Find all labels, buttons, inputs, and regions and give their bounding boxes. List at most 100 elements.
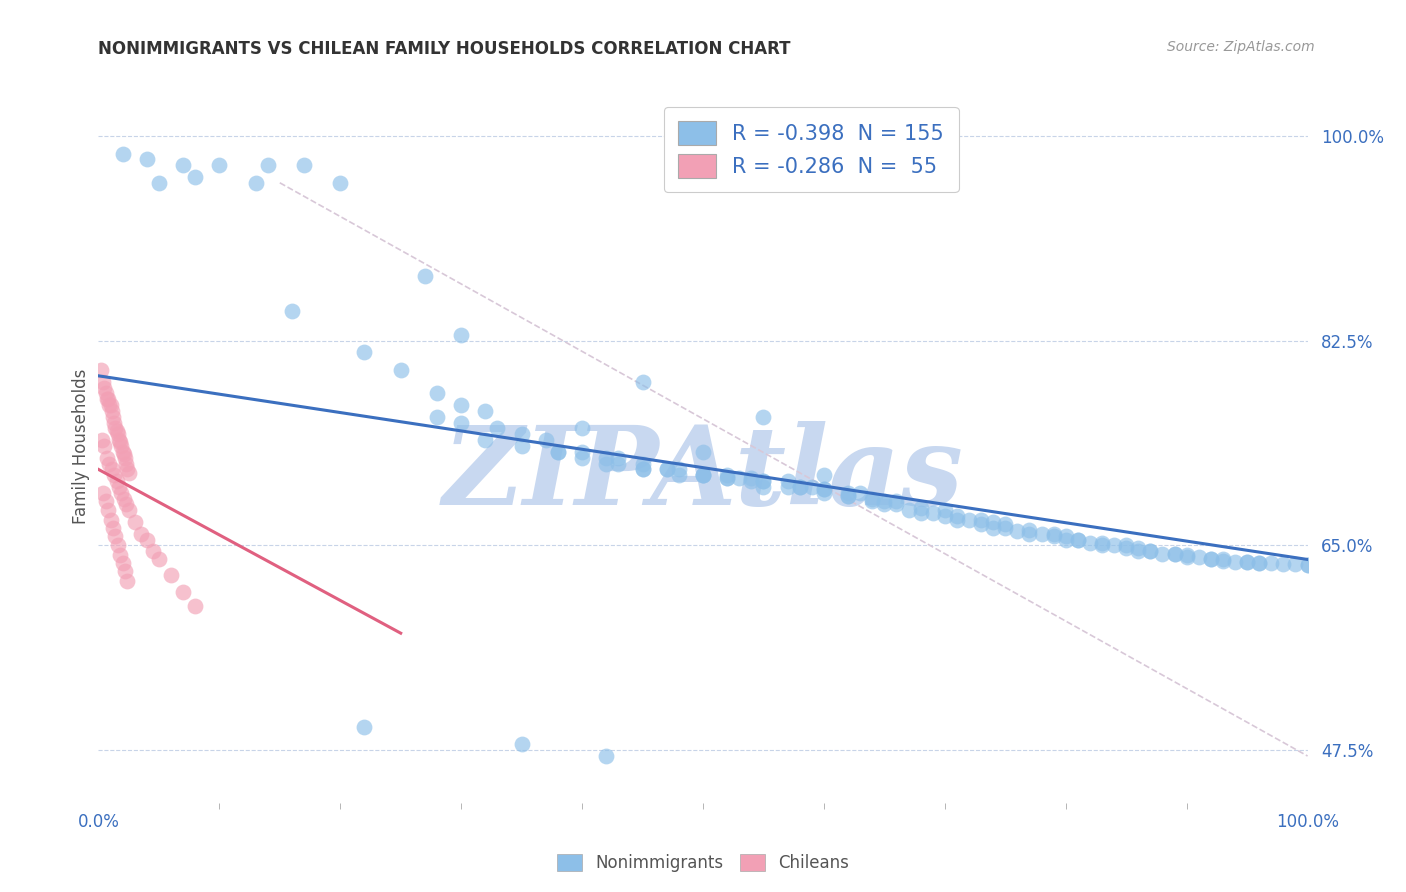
Point bbox=[631, 462, 654, 476]
Point bbox=[245, 176, 267, 190]
Point bbox=[93, 439, 115, 453]
Point bbox=[111, 556, 134, 570]
Point bbox=[716, 468, 738, 483]
Point bbox=[1128, 544, 1150, 558]
Point bbox=[1067, 533, 1090, 547]
Point bbox=[510, 427, 533, 442]
Point bbox=[426, 386, 449, 401]
Point bbox=[1188, 550, 1211, 565]
Point bbox=[98, 457, 121, 471]
Point bbox=[595, 749, 617, 764]
Point bbox=[94, 386, 117, 401]
Point bbox=[115, 498, 138, 512]
Point bbox=[208, 158, 231, 172]
Point bbox=[837, 489, 859, 503]
Point bbox=[1054, 533, 1077, 547]
Point bbox=[668, 468, 690, 483]
Point bbox=[103, 416, 125, 430]
Point bbox=[1042, 526, 1064, 541]
Point bbox=[752, 480, 775, 494]
Point bbox=[849, 485, 872, 500]
Point bbox=[957, 513, 980, 527]
Point bbox=[1139, 544, 1161, 558]
Point bbox=[94, 494, 117, 508]
Point bbox=[98, 398, 121, 412]
Point bbox=[631, 375, 654, 389]
Point bbox=[124, 515, 146, 529]
Point bbox=[108, 435, 131, 450]
Point bbox=[142, 544, 165, 558]
Point bbox=[108, 433, 131, 447]
Point bbox=[934, 503, 956, 517]
Point bbox=[813, 468, 835, 483]
Point bbox=[100, 398, 122, 412]
Point bbox=[103, 468, 125, 483]
Point bbox=[1236, 555, 1258, 569]
Point bbox=[450, 398, 472, 412]
Point bbox=[172, 158, 194, 172]
Point bbox=[101, 521, 124, 535]
Point bbox=[1102, 538, 1125, 552]
Point bbox=[813, 485, 835, 500]
Point bbox=[1031, 526, 1053, 541]
Point bbox=[160, 567, 183, 582]
Point bbox=[607, 450, 630, 465]
Point bbox=[413, 269, 436, 284]
Point bbox=[389, 363, 412, 377]
Point bbox=[97, 503, 120, 517]
Point bbox=[655, 462, 678, 476]
Point bbox=[105, 474, 128, 488]
Point bbox=[184, 169, 207, 184]
Point bbox=[1199, 552, 1222, 566]
Point bbox=[353, 720, 375, 734]
Point bbox=[776, 474, 799, 488]
Point bbox=[108, 480, 131, 494]
Point bbox=[1223, 555, 1246, 569]
Point bbox=[135, 153, 157, 167]
Point bbox=[111, 445, 134, 459]
Point bbox=[118, 503, 141, 517]
Point bbox=[994, 517, 1017, 532]
Point bbox=[1284, 557, 1306, 571]
Point bbox=[860, 494, 883, 508]
Point bbox=[1018, 523, 1040, 537]
Point bbox=[873, 494, 896, 508]
Point bbox=[1272, 557, 1295, 571]
Point bbox=[129, 526, 152, 541]
Point bbox=[655, 462, 678, 476]
Point bbox=[107, 427, 129, 442]
Point bbox=[728, 470, 751, 484]
Text: Source: ZipAtlas.com: Source: ZipAtlas.com bbox=[1167, 40, 1315, 54]
Point bbox=[776, 480, 799, 494]
Point bbox=[474, 433, 496, 447]
Point bbox=[148, 176, 170, 190]
Point bbox=[1042, 529, 1064, 543]
Point bbox=[692, 468, 714, 483]
Point bbox=[547, 445, 569, 459]
Point bbox=[595, 450, 617, 465]
Point bbox=[837, 485, 859, 500]
Point bbox=[1115, 541, 1137, 555]
Point bbox=[111, 146, 134, 161]
Point bbox=[1163, 547, 1185, 561]
Point bbox=[813, 483, 835, 497]
Point bbox=[510, 737, 533, 751]
Point bbox=[740, 470, 762, 484]
Point bbox=[631, 457, 654, 471]
Point bbox=[837, 489, 859, 503]
Point bbox=[329, 176, 352, 190]
Point bbox=[970, 513, 993, 527]
Point bbox=[752, 474, 775, 488]
Point bbox=[716, 470, 738, 484]
Point bbox=[114, 564, 136, 578]
Point bbox=[112, 491, 135, 506]
Point bbox=[692, 468, 714, 483]
Point bbox=[921, 506, 943, 520]
Point bbox=[571, 450, 593, 465]
Point bbox=[450, 327, 472, 342]
Point bbox=[135, 533, 157, 547]
Point bbox=[91, 375, 114, 389]
Point bbox=[115, 457, 138, 471]
Point bbox=[110, 485, 132, 500]
Point bbox=[1296, 558, 1319, 573]
